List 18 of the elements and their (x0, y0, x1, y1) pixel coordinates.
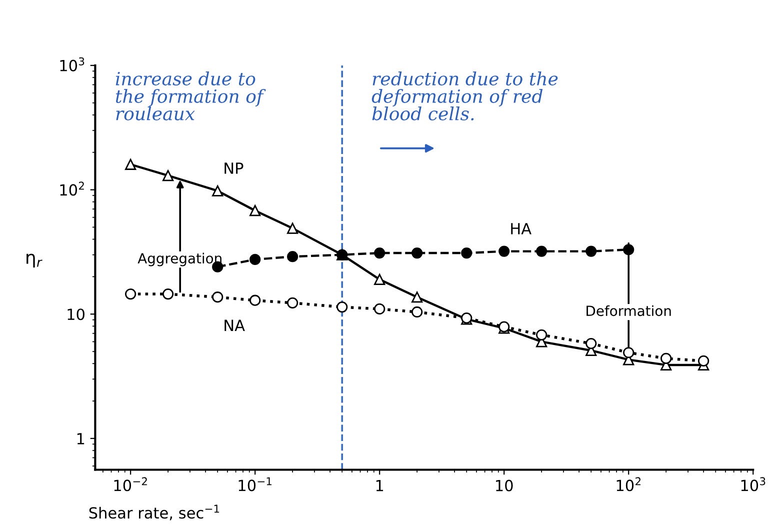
x-tick-label: 10$^{3}$ (741, 477, 766, 492)
x-tick-label: 10 (496, 480, 513, 492)
y-tick-label: 10$^{3}$ (60, 57, 84, 72)
x-tick-label: 10$^{−1}$ (238, 477, 272, 492)
y-tick-label: 10 (68, 308, 84, 320)
series-label: NP (224, 162, 244, 174)
y-tick-label: 1 (77, 433, 84, 444)
x-axis-title: Shear rate, sec$^{−1}$ (89, 504, 220, 520)
annotation: Deformation (586, 305, 671, 316)
x-tick-label: 10$^{2}$ (616, 477, 640, 492)
annotation: reduction due to the deformation of red blood cells. (372, 72, 558, 120)
y-axis-title: η$_{r}$ (26, 254, 42, 268)
x-tick-label: 1 (376, 480, 384, 492)
series-label: NA (224, 320, 245, 331)
annotation: increase due to the formation of rouleaux (116, 72, 266, 120)
y-tick-label: 10$^{2}$ (60, 182, 84, 196)
x-tick-label: 10$^{−2}$ (114, 477, 147, 492)
series-label: HA (511, 223, 532, 234)
